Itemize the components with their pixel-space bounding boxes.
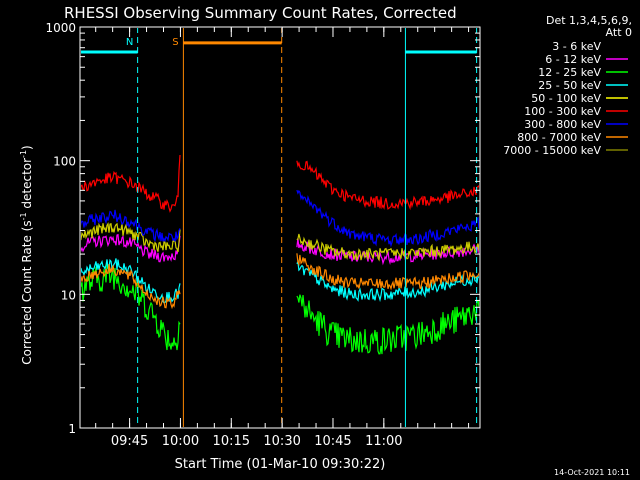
series-line-4-part-1 (81, 258, 181, 304)
plot-frame (79, 26, 481, 429)
legend-header-attenuator: Att 0 (606, 26, 632, 39)
legend-header-detectors: Det 1,3,4,5,6,9, (546, 14, 632, 27)
legend-label-1: 3 - 6 keV (552, 40, 601, 53)
x-axis-label: Start Time (01-Mar-10 09:30:22) (175, 457, 386, 472)
legend-label-5: 50 - 100 keV (531, 92, 601, 105)
x-tick-label-1030: 10:30 (263, 434, 300, 449)
series-line-8-part-1 (81, 264, 181, 310)
footer-timestamp: 14-Oct-2021 10:11 (554, 468, 630, 477)
y-tick-label-1000: 1000 (45, 21, 76, 35)
series-line-7-part-2 (296, 189, 479, 248)
y-tick-label-10: 10 (61, 288, 76, 302)
series-line-1-part-2 (296, 247, 479, 277)
series-line-3-part-2 (296, 294, 479, 355)
x-tick-label-1100: 11:00 (365, 434, 402, 449)
x-tick-label-1045: 10:45 (314, 434, 351, 449)
x-tick-label-0945: 09:45 (111, 434, 148, 449)
y-axis-label: Corrected Count Rate (s-1 detector-1) (19, 145, 34, 364)
marker-label-s: S (172, 37, 178, 48)
legend-label-9: 7000 - 15000 keV (503, 144, 601, 157)
y-tick-label-100: 100 (53, 155, 76, 169)
series-line-4-part-2 (296, 259, 479, 303)
legend-label-4: 25 - 50 keV (538, 79, 601, 92)
legend-label-8: 800 - 7000 keV (517, 131, 601, 144)
y-tick-label-1: 1 (68, 422, 76, 436)
legend-label-3: 12 - 25 keV (538, 66, 601, 79)
series-line-2-part-1 (81, 233, 181, 263)
series-line-5-part-1 (81, 222, 181, 253)
x-tick-label-1015: 10:15 (213, 434, 250, 449)
series-line-8-part-2 (296, 253, 479, 291)
plot-area (81, 28, 479, 427)
series-line-5-part-2 (296, 233, 479, 262)
series-line-6-part-1 (81, 154, 181, 213)
marker-label-n: N (126, 37, 133, 48)
series-line-1-part-1 (81, 249, 181, 281)
legend-label-7: 300 - 800 keV (524, 118, 601, 131)
legend-label-2: 6 - 12 keV (545, 53, 601, 66)
series-line-7-part-1 (81, 209, 181, 243)
series-line-6-part-2 (296, 160, 479, 211)
legend-label-6: 100 - 300 keV (524, 105, 601, 118)
x-tick-label-1000: 10:00 (162, 434, 199, 449)
chart-title: RHESSI Observing Summary Count Rates, Co… (64, 4, 457, 22)
